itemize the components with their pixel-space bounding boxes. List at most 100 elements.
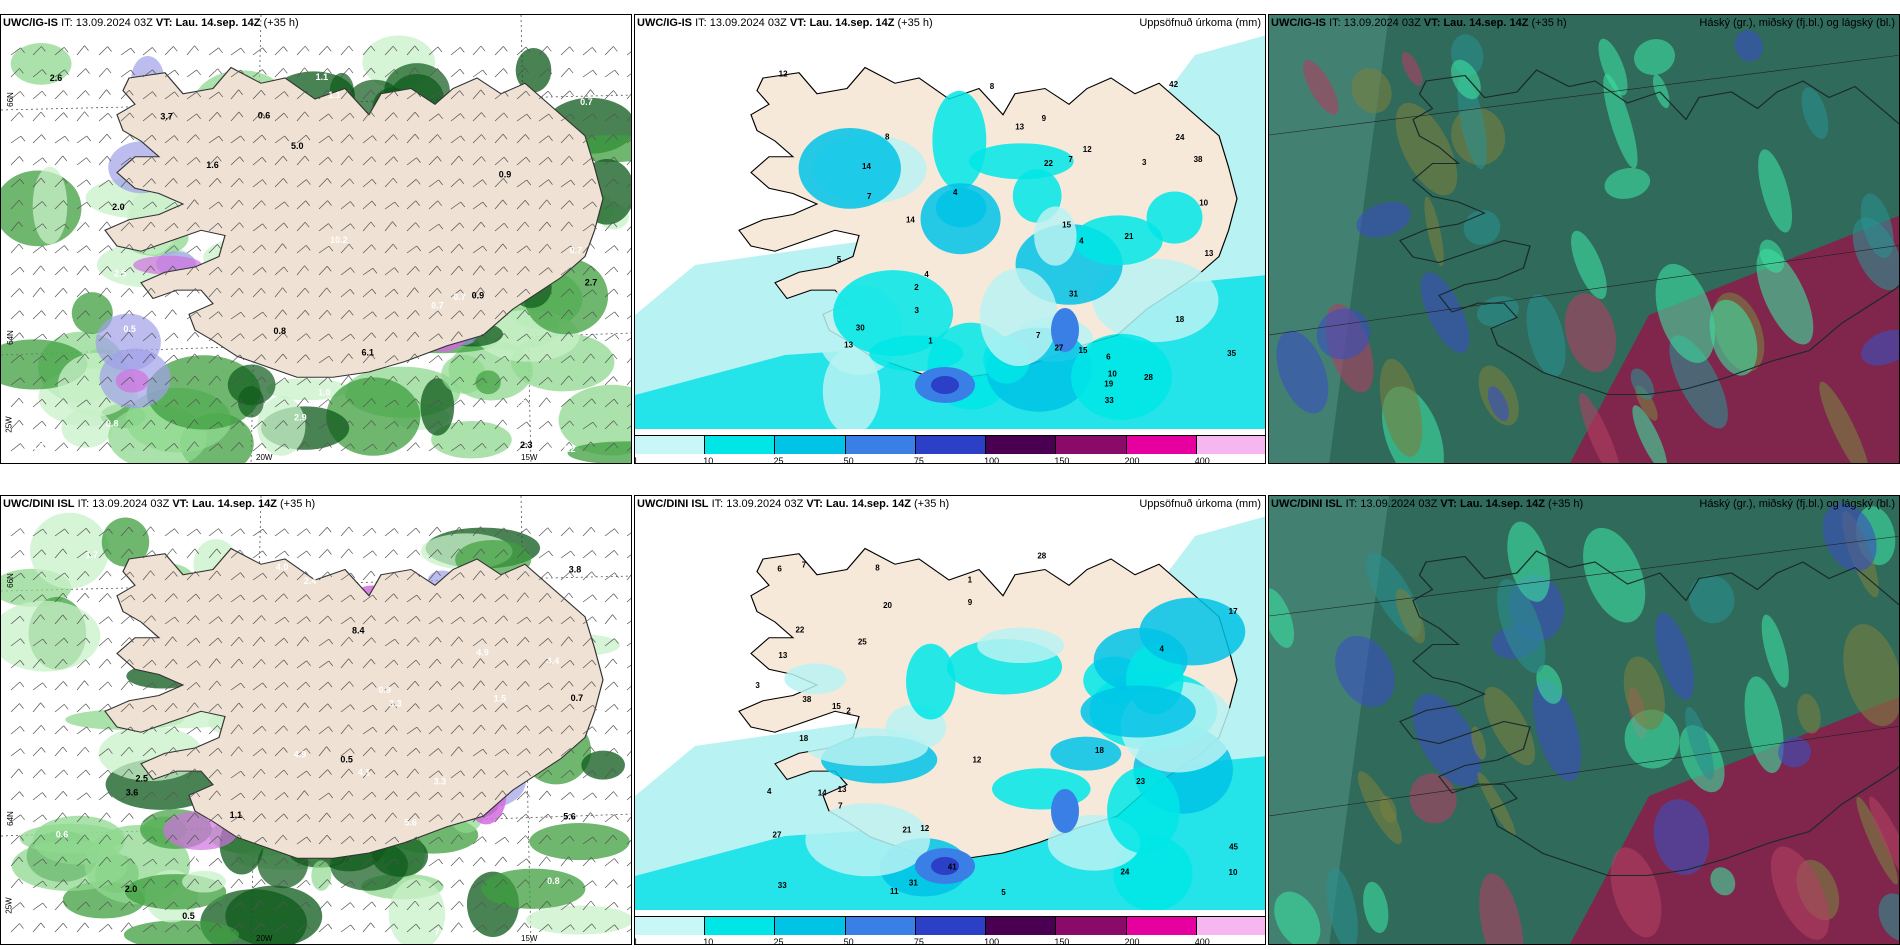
wind-barb xyxy=(76,592,86,603)
colorbar-tick-label: 400 xyxy=(1194,456,1210,464)
panel-title: UWC/DINI ISL IT: 13.09.2024 03Z VT: Lau.… xyxy=(1271,498,1584,510)
wind-barb-flag xyxy=(107,266,112,272)
wind-barb-flag xyxy=(240,682,246,689)
wind-barb xyxy=(428,814,439,823)
precip-value: 3 xyxy=(755,681,760,690)
wind-barb xyxy=(318,223,329,232)
wind-barb-flag xyxy=(504,660,509,666)
wind-barb xyxy=(164,332,175,342)
wind-barb xyxy=(274,659,285,669)
precip-value: 5.6 xyxy=(404,817,417,827)
precip-blob xyxy=(833,270,954,356)
wind-barb xyxy=(252,550,263,559)
wind-barb-flag xyxy=(526,748,531,754)
wind-barb xyxy=(32,134,42,144)
wind-barb xyxy=(362,550,373,559)
wind-barb xyxy=(164,747,174,757)
wind-barb-flag xyxy=(262,836,268,843)
wind-barb-flag xyxy=(568,856,573,862)
wind-barb-flag xyxy=(283,222,289,229)
wind-barb xyxy=(98,179,109,188)
wind-barb-flag xyxy=(394,572,399,578)
wind-barb-flag xyxy=(173,354,179,361)
wind-barb-flag xyxy=(40,702,45,708)
wind-barb-flag xyxy=(394,311,399,317)
wind-barb-flag xyxy=(613,134,618,140)
wind-barb-flag xyxy=(458,243,464,250)
wind-barb xyxy=(538,571,549,581)
wind-barb-flag xyxy=(106,287,112,294)
precip-value: 3.8 xyxy=(569,564,582,574)
wind-barb xyxy=(142,178,152,188)
wind-barb-flag xyxy=(393,659,399,666)
wind-barb xyxy=(604,725,614,735)
wind-barb xyxy=(582,201,593,210)
wind-barb xyxy=(406,900,416,911)
wind-barb xyxy=(142,47,153,56)
wind-barb-flag xyxy=(216,570,222,577)
wind-barb-flag xyxy=(415,222,420,228)
wind-barb-flag xyxy=(481,791,487,798)
wind-barb-flag xyxy=(86,135,92,142)
wind-barb-flag xyxy=(437,310,443,317)
wind-barb xyxy=(10,638,21,647)
wind-barb-flag xyxy=(128,353,134,360)
wind-barb-flag xyxy=(328,245,334,252)
precip-value: 7.6 xyxy=(434,927,447,937)
wind-barb-flag xyxy=(548,726,553,732)
wind-barb-flag xyxy=(592,594,597,601)
wind-barb xyxy=(164,571,174,581)
wind-barb-flag xyxy=(437,46,443,53)
wind-barb xyxy=(296,420,306,430)
wind-barb xyxy=(274,178,284,188)
wind-barb xyxy=(384,528,395,537)
wind-barb-flag xyxy=(305,725,310,731)
wind-barb xyxy=(296,354,306,364)
wind-barb-flag xyxy=(570,179,576,186)
wind-barb xyxy=(428,924,439,933)
wind-barb xyxy=(208,616,219,625)
wind-barb xyxy=(450,265,460,276)
cloud-panel-row1: UWC/IG-IS IT: 13.09.2024 03Z VT: Lau. 14… xyxy=(1268,14,1900,464)
wind-barb xyxy=(340,89,350,100)
wind-barb xyxy=(274,155,284,166)
wind-barb-flag xyxy=(548,311,553,317)
wind-barb xyxy=(494,615,504,625)
wind-barb xyxy=(318,245,330,254)
wind-barb xyxy=(472,680,481,691)
precip-blob xyxy=(420,378,455,436)
precip-value: 27 xyxy=(1054,344,1063,353)
wind-barb-flag xyxy=(416,594,422,601)
precip-value: 3.3 xyxy=(389,698,402,708)
precip-value: 0.7 xyxy=(580,97,593,107)
wind-barb-flag xyxy=(480,658,485,664)
wind-barb-flag xyxy=(459,857,464,863)
wind-barb xyxy=(494,680,504,691)
wind-barb xyxy=(384,90,395,100)
wind-barb xyxy=(582,441,592,452)
wind-barb xyxy=(604,90,614,100)
wind-barb-flag xyxy=(569,725,574,731)
wind-barb-flag xyxy=(173,443,179,449)
wind-barb-flag xyxy=(42,333,48,340)
wind-barb-flag xyxy=(546,834,552,841)
wind-barb-flag xyxy=(173,901,179,908)
wind-barb xyxy=(76,310,86,320)
wind-barb-flag xyxy=(504,91,509,97)
wind-barb xyxy=(406,637,416,647)
wind-barb xyxy=(120,69,131,78)
cloud-blob xyxy=(1822,503,1877,572)
wind-barb xyxy=(428,570,437,581)
wind-barb xyxy=(494,812,504,823)
wind-barb xyxy=(318,89,328,100)
wind-barb-flag xyxy=(480,265,485,271)
wind-barb-flag xyxy=(306,528,311,534)
wind-barb-flag xyxy=(194,45,199,51)
wind-barb-flag xyxy=(151,659,157,666)
wind-barb-flag xyxy=(106,834,112,841)
wind-barb-flag xyxy=(240,594,246,601)
wind-barb-flag xyxy=(592,113,597,120)
wind-barb xyxy=(186,222,196,232)
wind-barb-flag xyxy=(526,902,532,909)
wind-barb xyxy=(626,183,631,188)
